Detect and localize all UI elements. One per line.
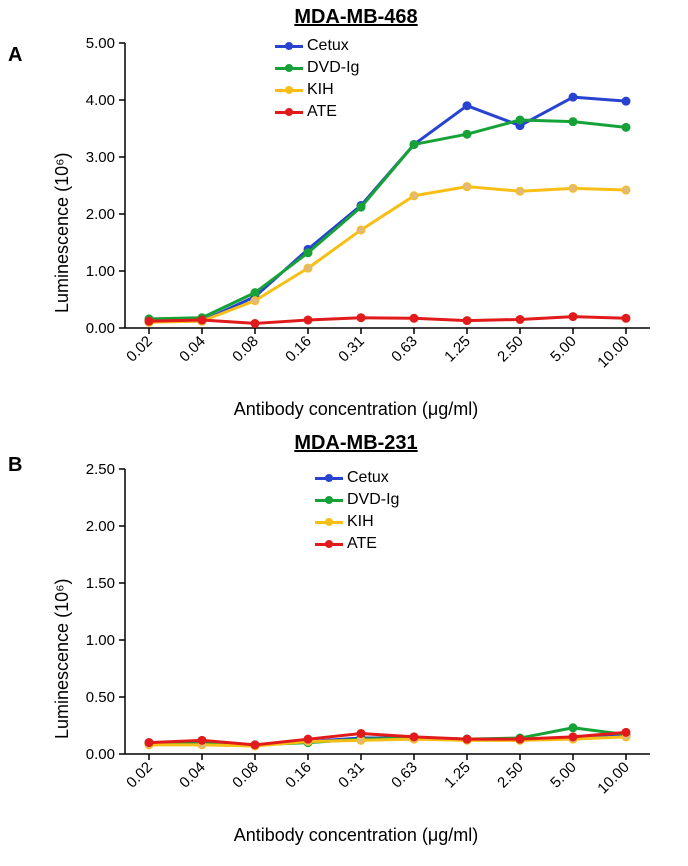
svg-text:1.00: 1.00 (86, 263, 115, 280)
legend-row: KIH (275, 79, 359, 101)
chart-a-title: MDA-MB-468 (50, 6, 662, 29)
svg-text:0.16: 0.16 (282, 759, 315, 792)
svg-text:5.00: 5.00 (86, 35, 115, 52)
legend-label: Cetux (347, 469, 389, 487)
legend-label: DVD-Ig (347, 491, 399, 509)
legend-row: Cetux (315, 467, 399, 489)
svg-text:0.04: 0.04 (176, 333, 209, 366)
svg-text:0.02: 0.02 (123, 333, 156, 366)
legend-row: DVD-Ig (275, 57, 359, 79)
chart-b-title: MDA-MB-231 (50, 432, 662, 455)
page: A MDA-MB-468 Luminescence (10⁶) 0.00 1.00… (0, 0, 688, 866)
chart-b-legend: Cetux DVD-Ig KIH ATE (315, 467, 399, 555)
legend-line-icon (315, 521, 343, 524)
svg-text:0.04: 0.04 (176, 759, 209, 792)
legend-label: Cetux (307, 37, 349, 55)
legend-line-icon (275, 89, 303, 92)
svg-text:0.31: 0.31 (335, 759, 368, 792)
legend-row: DVD-Ig (315, 489, 399, 511)
svg-text:1.50: 1.50 (86, 575, 115, 592)
legend-row: ATE (275, 101, 359, 123)
svg-text:2.50: 2.50 (86, 461, 115, 478)
legend-row: KIH (315, 511, 399, 533)
legend-line-icon (315, 477, 343, 480)
svg-text:0.08: 0.08 (229, 759, 262, 792)
svg-text:2.50: 2.50 (494, 333, 527, 366)
legend-line-icon (275, 111, 303, 114)
chart-a-wrap: MDA-MB-468 Luminescence (10⁶) 0.00 1.00 2.… (50, 6, 662, 420)
legend-line-icon (315, 499, 343, 502)
chart-b-wrap: MDA-MB-231 Luminescence (10⁶) 0.00 0.50 1.… (50, 432, 662, 846)
svg-text:10.00: 10.00 (594, 333, 633, 372)
svg-text:2.00: 2.00 (86, 206, 115, 223)
chart-a-legend: .lp0a::after{background:#2943d1} Cetux D… (275, 35, 359, 123)
svg-text:3.00: 3.00 (86, 149, 115, 166)
legend-label: ATE (307, 103, 337, 121)
legend-label: DVD-Ig (307, 59, 359, 77)
svg-text:5.00: 5.00 (547, 759, 580, 792)
svg-text:2.00: 2.00 (86, 518, 115, 535)
svg-text:10.00: 10.00 (594, 759, 633, 798)
svg-text:5.00: 5.00 (547, 333, 580, 366)
svg-text:1.25: 1.25 (441, 759, 474, 792)
svg-text:0.00: 0.00 (86, 746, 115, 763)
svg-text:1.25: 1.25 (441, 333, 474, 366)
svg-text:0.50: 0.50 (86, 689, 115, 706)
svg-text:0.08: 0.08 (229, 333, 262, 366)
svg-text:2.50: 2.50 (494, 759, 527, 792)
chart-a-ylabel: Luminescence (10⁶) (52, 153, 73, 314)
panel-b-label: B (8, 454, 22, 477)
legend-row: .lp0a::after{background:#2943d1} Cetux (275, 35, 359, 57)
legend-label: KIH (307, 81, 334, 99)
panel-a-label: A (8, 44, 22, 67)
svg-text:0.63: 0.63 (388, 759, 421, 792)
chart-b-xlabel: Antibody concentration (μg/ml) (50, 825, 662, 846)
svg-text:0.63: 0.63 (388, 333, 421, 366)
svg-text:0.02: 0.02 (123, 759, 156, 792)
legend-line-icon (275, 67, 303, 70)
legend-row: ATE (315, 533, 399, 555)
svg-text:0.16: 0.16 (282, 333, 315, 366)
svg-text:4.00: 4.00 (86, 92, 115, 109)
svg-text:0.00: 0.00 (86, 320, 115, 337)
chart-b-ylabel: Luminescence (10⁶) (52, 579, 73, 740)
svg-text:0.31: 0.31 (335, 333, 368, 366)
legend-line-icon: .lp0a::after{background:#2943d1} (275, 45, 303, 48)
legend-label: ATE (347, 535, 377, 553)
legend-label: KIH (347, 513, 374, 531)
chart-a-xlabel: Antibody concentration (μg/ml) (50, 399, 662, 420)
legend-line-icon (315, 543, 343, 546)
svg-text:1.00: 1.00 (86, 632, 115, 649)
